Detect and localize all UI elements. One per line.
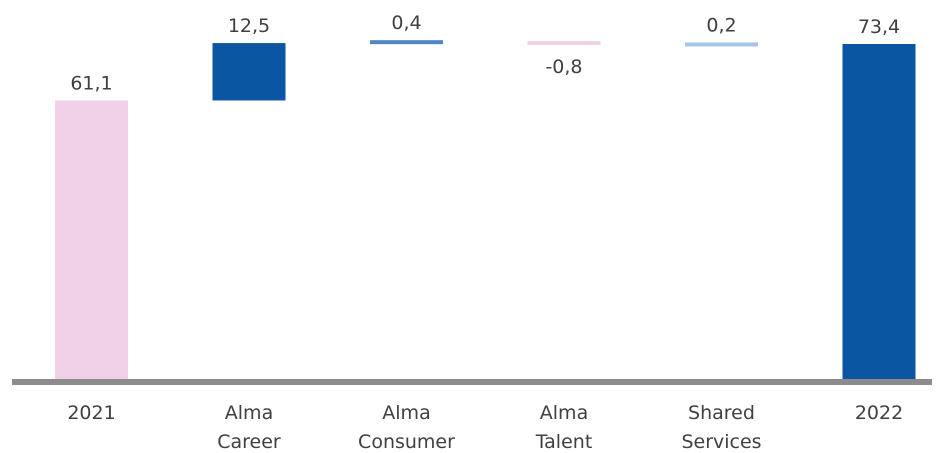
category-label-4-0: Shared (688, 402, 755, 424)
data-label-2: 0,4 (391, 12, 421, 34)
data-label-5: 73,4 (858, 16, 900, 38)
data-label-0: 61,1 (70, 72, 112, 94)
category-label-5-0: 2022 (855, 402, 903, 424)
data-label-1: 12,5 (228, 15, 270, 37)
data-label-4: 0,2 (706, 14, 736, 36)
category-label-0-0: 2021 (67, 402, 115, 424)
category-label-2-0: Alma (382, 402, 430, 424)
bar-1 (212, 43, 286, 101)
data-label-3: -0,8 (545, 56, 582, 78)
category-label-4-1: Services (681, 431, 761, 453)
bar-3 (527, 41, 601, 46)
bar-4 (685, 42, 758, 47)
category-label-2-1: Consumer (358, 431, 455, 453)
category-label-1-0: Alma (225, 402, 273, 424)
bar-2 (370, 40, 443, 45)
bars-group (55, 40, 916, 382)
bar-5 (842, 44, 916, 381)
labels-group: 61,1 2021 12,5 Alma Career 0,4 Alma Consumer -0,… (67, 12, 903, 453)
bar-0 (55, 100, 128, 382)
category-label-3-0: Alma (540, 402, 588, 424)
category-label-3-1: Talent (535, 431, 593, 453)
category-label-1-1: Career (217, 431, 281, 453)
